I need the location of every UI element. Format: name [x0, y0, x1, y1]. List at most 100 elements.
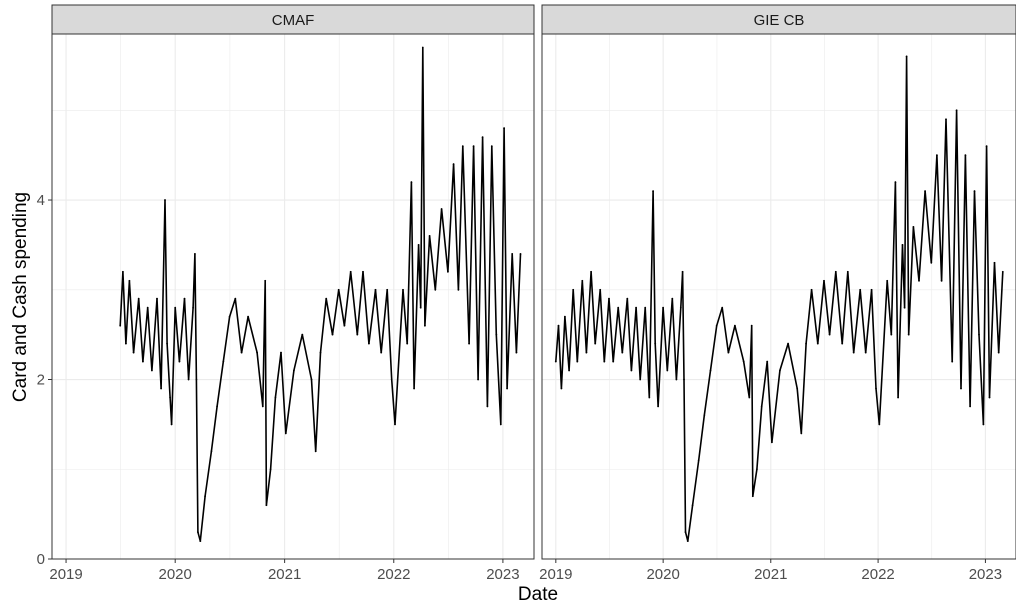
data-point — [256, 351, 258, 354]
data-point — [156, 297, 158, 300]
data-point — [612, 360, 615, 363]
x-tick-label: 2023 — [486, 566, 519, 583]
data-point — [982, 423, 985, 426]
data-point — [240, 351, 243, 354]
data-point — [907, 333, 910, 336]
data-point — [160, 387, 163, 390]
plot-background — [542, 34, 1016, 559]
facet-strip-label: CMAF — [272, 12, 315, 29]
series-line — [119, 46, 522, 542]
data-point — [684, 531, 687, 533]
data-point — [132, 351, 135, 354]
data-point — [481, 136, 484, 139]
data-point — [901, 244, 904, 246]
x-tick-label: 2021 — [268, 566, 301, 583]
data-point — [178, 360, 181, 363]
data-point — [337, 288, 340, 291]
data-point — [119, 324, 122, 327]
data-point — [472, 145, 475, 148]
data-point — [447, 270, 449, 273]
data-point — [715, 324, 718, 327]
data-point — [617, 306, 620, 309]
data-point — [146, 306, 149, 309]
data-point — [284, 432, 287, 435]
data-point — [771, 441, 773, 444]
data-point — [499, 423, 502, 426]
data-point — [800, 432, 803, 435]
data-point — [280, 351, 282, 354]
facet-panel: GIE CB 2019 2020 2021 2022 2023 — [539, 4, 1016, 583]
data-point — [194, 253, 196, 255]
data-point — [421, 46, 424, 49]
data-point — [568, 369, 570, 372]
data-point — [993, 261, 996, 264]
data-point — [210, 450, 213, 453]
data-point — [511, 253, 514, 255]
data-point — [428, 235, 431, 237]
x-axis-label: Date — [518, 584, 558, 605]
data-point — [787, 342, 789, 345]
data-point — [997, 351, 1000, 354]
data-point — [386, 288, 389, 291]
y-tick-label: 4 — [37, 192, 45, 209]
data-point — [557, 324, 560, 327]
data-point — [166, 342, 169, 345]
data-point — [727, 351, 730, 354]
data-point — [122, 270, 124, 273]
data-point — [199, 540, 202, 542]
data-point — [183, 297, 186, 300]
data-point — [554, 360, 557, 363]
data-point — [951, 360, 954, 363]
data-point — [691, 504, 694, 507]
data-point — [912, 226, 915, 228]
data-point — [170, 423, 173, 426]
x-tick-label: 2022 — [377, 566, 410, 583]
panel-border — [51, 33, 535, 560]
data-point — [362, 270, 364, 273]
data-point — [486, 405, 489, 408]
data-point — [683, 378, 685, 381]
data-point — [356, 333, 359, 336]
data-point — [870, 288, 873, 291]
data-point — [751, 495, 754, 498]
data-point — [960, 387, 962, 390]
x-tick-label: 2022 — [861, 566, 894, 583]
data-point — [349, 270, 352, 273]
data-point — [368, 342, 370, 345]
data-point — [978, 333, 980, 336]
data-point — [721, 306, 724, 309]
data-point — [590, 270, 592, 273]
data-point — [128, 279, 131, 282]
data-point — [195, 378, 198, 381]
x-tick-label: 2023 — [969, 566, 1002, 583]
y-axis-label: Card and Cash spending — [10, 192, 31, 402]
x-tick-label: 2020 — [646, 566, 679, 583]
data-point — [380, 351, 383, 354]
x-tick-label: 2019 — [539, 566, 572, 583]
data-point — [572, 288, 575, 291]
data-point — [417, 244, 420, 246]
data-point — [834, 270, 837, 273]
data-point — [151, 369, 153, 372]
data-point — [988, 396, 991, 399]
data-point — [274, 396, 277, 399]
data-point — [828, 333, 831, 336]
data-point — [905, 55, 908, 58]
data-point — [164, 199, 166, 201]
data-point — [903, 306, 906, 309]
data-point — [918, 279, 920, 282]
data-point — [805, 342, 807, 345]
data-point — [125, 342, 127, 345]
data-point — [515, 351, 518, 354]
data-point — [419, 306, 422, 309]
data-point — [734, 324, 736, 327]
data-point — [261, 405, 264, 408]
data-point — [886, 279, 889, 282]
facet-panel: CMAF 2019 2020 2021 2022 2023 0 2 4 — [37, 4, 535, 583]
data-point — [519, 253, 522, 255]
data-point — [709, 369, 712, 372]
data-point — [301, 333, 304, 336]
data-point — [325, 297, 328, 300]
data-point — [697, 459, 700, 462]
data-point — [635, 306, 637, 309]
